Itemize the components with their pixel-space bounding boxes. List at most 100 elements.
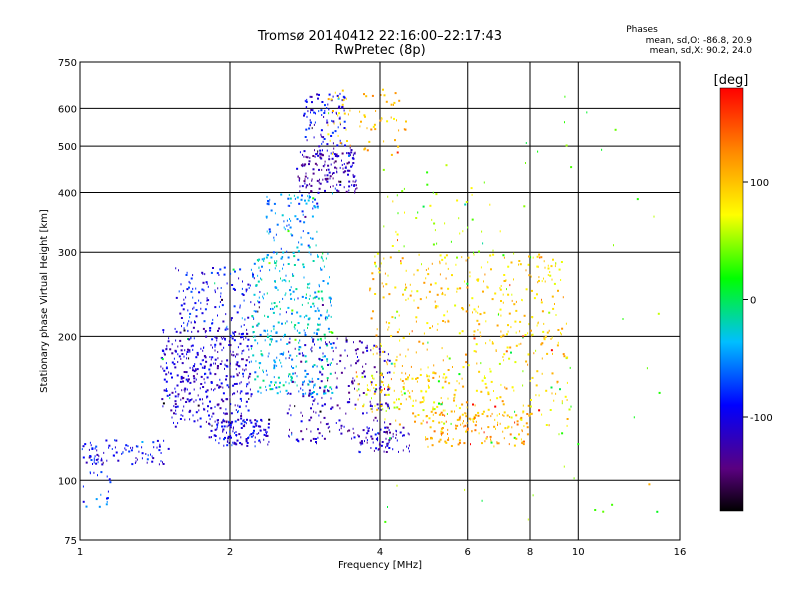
scatter-point xyxy=(239,342,242,345)
scatter-point xyxy=(287,392,289,395)
scatter-point xyxy=(230,403,232,406)
scatter-point xyxy=(531,316,533,319)
scatter-point xyxy=(234,404,236,407)
scatter-point xyxy=(535,349,537,352)
scatter-point xyxy=(196,353,199,356)
scatter-point xyxy=(211,338,214,341)
scatter-point xyxy=(482,410,485,413)
scatter-point xyxy=(362,412,364,415)
scatter-point xyxy=(486,286,489,289)
scatter-point xyxy=(351,164,353,167)
scatter-point xyxy=(456,199,459,202)
scatter-point xyxy=(518,343,520,346)
scatter-point xyxy=(431,262,433,265)
scatter-point xyxy=(472,420,474,423)
scatter-point xyxy=(175,412,177,415)
scatter-point xyxy=(183,321,185,324)
scatter-point xyxy=(415,399,417,402)
scatter-point xyxy=(308,251,310,254)
scatter-point xyxy=(548,311,551,314)
scatter-point xyxy=(217,329,219,332)
scatter-point xyxy=(192,307,194,310)
scatter-point xyxy=(268,440,270,443)
scatter-point xyxy=(245,359,248,362)
scatter-point xyxy=(453,397,455,400)
scatter-point xyxy=(317,309,320,312)
scatter-point xyxy=(173,412,175,415)
scatter-point xyxy=(299,339,301,342)
scatter-point xyxy=(468,417,471,420)
scatter-point xyxy=(433,222,436,225)
scatter-point xyxy=(308,127,311,130)
scatter-point xyxy=(451,274,453,277)
scatter-point xyxy=(410,397,412,400)
scatter-point xyxy=(356,360,359,363)
scatter-point xyxy=(219,343,222,346)
scatter-point xyxy=(499,287,501,289)
scatter-point xyxy=(566,399,568,401)
scatter-point xyxy=(221,360,223,363)
scatter-point xyxy=(493,445,495,448)
scatter-point xyxy=(290,377,293,379)
scatter-point xyxy=(346,354,348,357)
scatter-point xyxy=(199,362,201,365)
scatter-point xyxy=(261,420,263,422)
scatter-point xyxy=(291,358,294,361)
scatter-point xyxy=(490,441,493,444)
scatter-point xyxy=(248,287,250,289)
scatter-point xyxy=(329,430,331,433)
scatter-point xyxy=(500,314,502,317)
scatter-point xyxy=(175,339,177,342)
scatter-point xyxy=(326,311,328,314)
scatter-point xyxy=(469,304,471,307)
scatter-point xyxy=(319,358,321,361)
scatter-point xyxy=(325,343,328,346)
scatter-point xyxy=(507,426,509,429)
scatter-point xyxy=(184,387,187,390)
scatter-point xyxy=(242,280,243,283)
scatter-point xyxy=(312,403,314,406)
scatter-point xyxy=(162,402,165,405)
scatter-point xyxy=(283,335,285,338)
scatter-point xyxy=(416,380,418,383)
scatter-point xyxy=(343,186,345,189)
scatter-point xyxy=(292,372,295,375)
scatter-point xyxy=(291,433,293,436)
scatter-point xyxy=(185,296,187,299)
scatter-point xyxy=(341,142,343,145)
scatter-point xyxy=(409,332,410,335)
scatter-point xyxy=(321,153,324,156)
scatter-point xyxy=(188,410,191,413)
scatter-point xyxy=(274,212,276,215)
scatter-point xyxy=(231,284,234,286)
scatter-point xyxy=(471,297,474,300)
scatter-point xyxy=(318,285,320,288)
scatter-point xyxy=(309,294,311,297)
scatter-point xyxy=(559,388,561,391)
scatter-point xyxy=(398,99,401,102)
scatter-point xyxy=(298,348,301,351)
scatter-point xyxy=(355,179,357,182)
scatter-point xyxy=(513,444,516,447)
scatter-point xyxy=(503,280,506,282)
scatter-point xyxy=(373,366,376,369)
scatter-point xyxy=(296,246,299,249)
scatter-point xyxy=(186,271,188,274)
scatter-point xyxy=(235,382,238,385)
scatter-point xyxy=(548,329,550,332)
scatter-point xyxy=(158,463,160,466)
scatter-point xyxy=(314,343,315,346)
scatter-point xyxy=(523,314,526,317)
scatter-point xyxy=(461,307,464,309)
scatter-point xyxy=(265,385,267,388)
scatter-point xyxy=(405,355,407,358)
scatter-point xyxy=(147,454,149,457)
scatter-point xyxy=(295,288,298,291)
scatter-point xyxy=(263,428,265,431)
scatter-point xyxy=(398,250,400,252)
scatter-point xyxy=(224,363,226,366)
scatter-point xyxy=(434,229,436,232)
scatter-point xyxy=(538,276,540,279)
scatter-point xyxy=(385,437,387,440)
scatter-point xyxy=(364,440,365,443)
